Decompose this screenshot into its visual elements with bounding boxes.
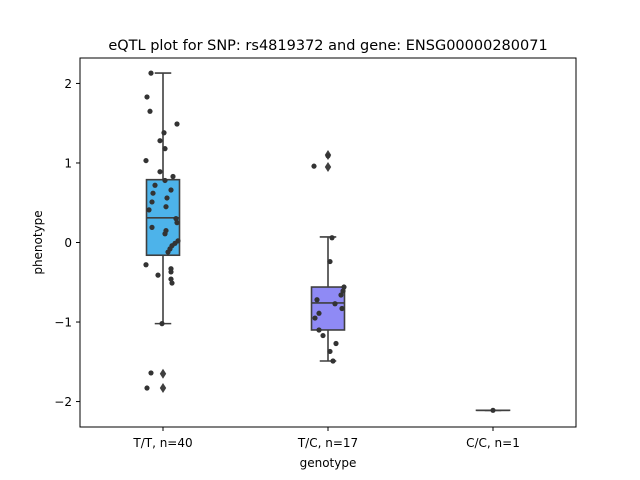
x-tick-label: C/C, n=1 (466, 436, 520, 450)
data-point (148, 70, 154, 76)
data-point (162, 146, 168, 152)
data-point (149, 199, 155, 205)
plot-marks (145, 72, 511, 412)
data-point (162, 177, 168, 184)
data-point (316, 327, 322, 333)
y-tick-label: 1 (64, 156, 72, 170)
data-point (147, 108, 153, 114)
data-point (311, 163, 317, 169)
data-point (316, 310, 322, 316)
data-point (327, 258, 333, 265)
box-group (310, 150, 346, 362)
data-point (325, 153, 331, 159)
y-tick-label: −2 (54, 395, 72, 409)
data-point (332, 301, 338, 307)
data-point (152, 182, 158, 188)
data-point (174, 121, 180, 127)
data-point (157, 169, 163, 175)
data-point (144, 94, 150, 100)
data-point (341, 284, 347, 290)
data-point (174, 220, 180, 226)
data-point (163, 204, 169, 210)
y-tick-label: 0 (64, 236, 72, 250)
x-tick-label: T/C, n=17 (297, 436, 358, 450)
data-point (327, 348, 333, 355)
outlier-marker (324, 161, 332, 172)
y-tick-label: −1 (54, 316, 72, 330)
data-point (161, 130, 167, 136)
data-point (150, 190, 156, 196)
data-point (165, 249, 171, 255)
data-point (330, 358, 336, 364)
data-point (329, 235, 335, 241)
data-point (155, 272, 161, 278)
outlier-marker (159, 368, 167, 379)
data-point (490, 407, 496, 413)
data-point (168, 269, 174, 275)
x-axis-label: genotype (300, 456, 357, 470)
data-point (168, 187, 174, 193)
data-points (143, 70, 496, 413)
data-point (312, 315, 318, 321)
x-tick-label: T/T, n=40 (132, 436, 192, 450)
data-point (314, 297, 320, 303)
data-point (146, 207, 152, 213)
data-point (149, 224, 155, 230)
data-point (143, 157, 149, 164)
data-point (169, 280, 175, 286)
data-point (320, 332, 326, 339)
data-point (162, 231, 168, 237)
data-point (157, 138, 163, 144)
data-point (144, 385, 150, 391)
data-point (170, 173, 176, 180)
data-point (159, 321, 165, 327)
data-point (339, 305, 345, 312)
data-point (164, 195, 170, 201)
data-point (173, 216, 179, 222)
y-tick-label: 2 (64, 77, 72, 91)
data-point (168, 276, 174, 282)
y-axis: 2 1 0 −1 −2 (54, 77, 80, 409)
chart-title: eQTL plot for SNP: rs4819372 and gene: E… (108, 38, 547, 54)
outlier-marker (159, 383, 167, 394)
data-point (333, 340, 339, 347)
data-point (338, 292, 344, 298)
x-axis: T/T, n=40 T/C, n=17 C/C, n=1 (132, 427, 520, 450)
y-axis-label: phenotype (31, 210, 45, 274)
data-point (340, 288, 346, 294)
data-point (143, 262, 149, 268)
data-point (148, 370, 154, 376)
